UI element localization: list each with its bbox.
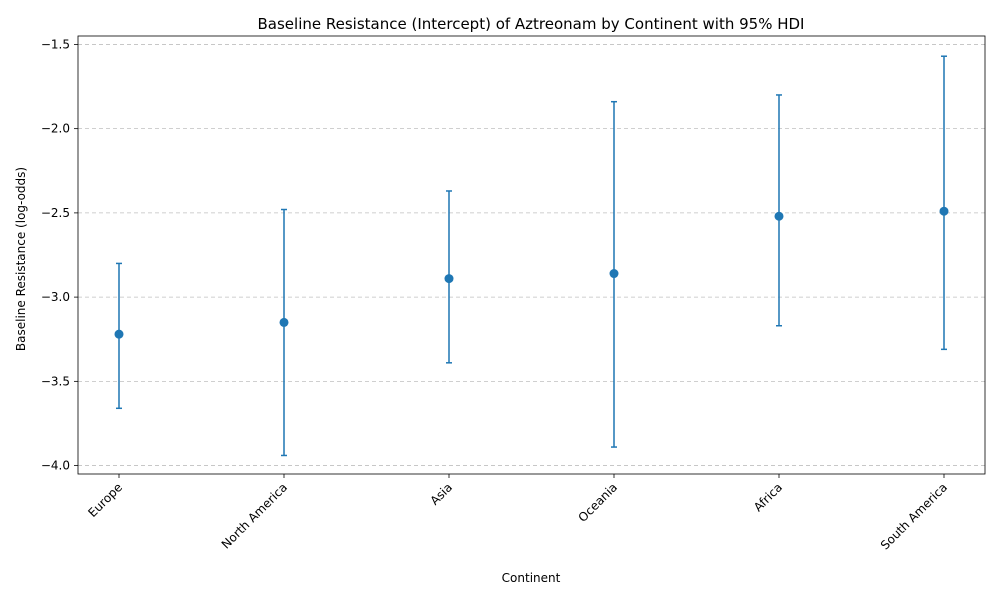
data-series [114,55,949,457]
x-tick-label: North America [219,480,290,551]
y-axis-label: Baseline Resistance (log-odds) [14,167,28,351]
y-tick-label: −4.0 [41,459,70,473]
errorbar-asia [444,190,454,364]
chart-title: Baseline Resistance (Intercept) of Aztre… [258,15,805,33]
intercept-point [939,206,949,216]
x-axis-ticks: Europe North America Asia Oceania Africa Sout… [85,474,950,552]
errorbar-oceania [609,100,619,448]
y-axis-ticks: −4.0 −3.5 −3.0 −2.5 −2.0 −1.5 [41,37,78,473]
intercept-point [444,274,454,284]
y-tick-label: −1.5 [41,37,70,51]
x-tick-label: Africa [751,480,785,514]
intercept-point [114,329,124,339]
x-tick-label: Oceania [576,480,621,525]
axes-frame [77,35,986,475]
x-axis-label: Continent [502,571,561,585]
y-tick-label: −3.0 [41,290,70,304]
intercept-point [279,317,289,327]
grid-lines [78,44,985,466]
y-tick-label: −2.0 [41,122,70,136]
y-tick-label: −2.5 [41,206,70,220]
y-tick-label: −3.5 [41,374,70,388]
plot-area-border [77,35,986,475]
errorbar-europe [114,262,124,410]
x-tick-label: South America [878,480,950,552]
errorbar-africa [774,94,784,327]
x-tick-label: Asia [427,480,455,508]
intercept-point [609,269,619,279]
intercept-point [774,211,784,221]
errorbar-north-america [279,208,289,457]
x-tick-label: Europe [85,480,125,520]
errorbar-south-america [939,55,949,351]
